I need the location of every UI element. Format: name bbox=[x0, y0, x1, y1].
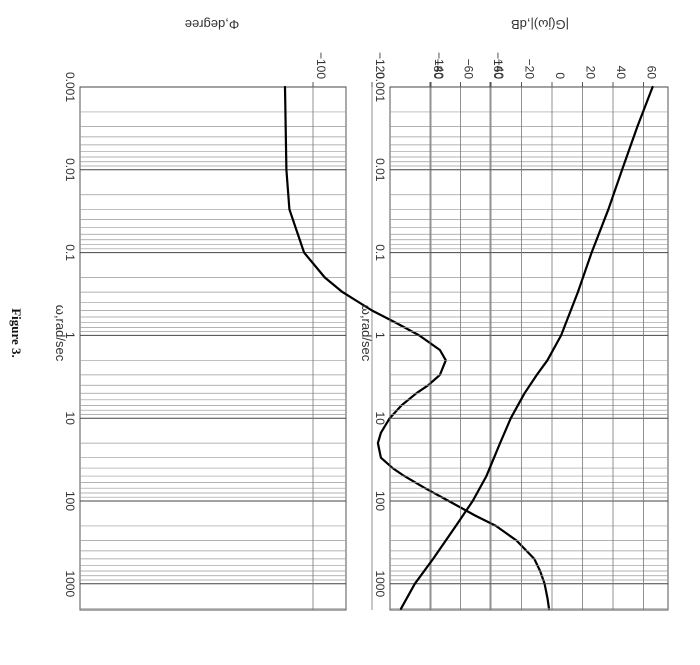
value-axis-title: |G(jω)|,dB bbox=[511, 17, 569, 32]
freq-tick-label: 0.01 bbox=[373, 158, 387, 182]
plot-frame bbox=[389, 86, 669, 611]
figure-caption: Figure 3. bbox=[9, 308, 24, 358]
freq-tick-label: 0.1 bbox=[63, 244, 77, 261]
freq-tick-label: 0.001 bbox=[373, 72, 387, 102]
freq-axis-label: ω,rad/sec bbox=[359, 305, 374, 362]
series-line bbox=[283, 85, 551, 610]
value-tick-label: −140 bbox=[432, 52, 446, 79]
value-tick-label: −160 bbox=[491, 52, 505, 79]
series-line bbox=[399, 85, 654, 610]
phase-panel: −160 −140 −120 −100 0.001 0.01 0.1 1 10 100 1000 Φ,… bbox=[53, 17, 551, 611]
value-tick-label: −40 bbox=[492, 59, 506, 80]
value-tick-label: −60 bbox=[462, 59, 476, 80]
value-tick-label: 40 bbox=[614, 66, 628, 80]
value-tick-label: −120 bbox=[373, 52, 387, 79]
freq-tick-label: 0.1 bbox=[373, 244, 387, 261]
magnitude-panel: −80 −60 −40 −20 0 20 40 60 0.001 0.01 0.1 1 10 100 100… bbox=[359, 17, 669, 611]
freq-tick-label: 10 bbox=[63, 412, 77, 426]
freq-tick-label: 0.01 bbox=[63, 158, 77, 182]
value-tick-label: 60 bbox=[645, 66, 659, 80]
freq-tick-label: 100 bbox=[373, 491, 387, 511]
freq-axis-label: ω,rad/sec bbox=[53, 305, 68, 362]
freq-tick-label: 1000 bbox=[373, 570, 387, 597]
freq-tick-label: 0.001 bbox=[63, 72, 77, 102]
value-axis-title: Φ,degree bbox=[185, 17, 239, 32]
freq-tick-label: 100 bbox=[63, 491, 77, 511]
plot-frame bbox=[79, 86, 347, 611]
value-tick-label: 20 bbox=[584, 66, 598, 80]
value-tick-label: −20 bbox=[523, 59, 537, 80]
freq-tick-label: 1000 bbox=[63, 570, 77, 597]
value-tick-label: 0 bbox=[553, 72, 567, 79]
freq-tick-label: 1 bbox=[63, 332, 77, 339]
freq-tick-label: 10 bbox=[373, 412, 387, 426]
value-tick-label: −100 bbox=[314, 52, 328, 79]
value-tick-label: −80 bbox=[431, 59, 445, 80]
freq-tick-label: 1 bbox=[373, 332, 387, 339]
